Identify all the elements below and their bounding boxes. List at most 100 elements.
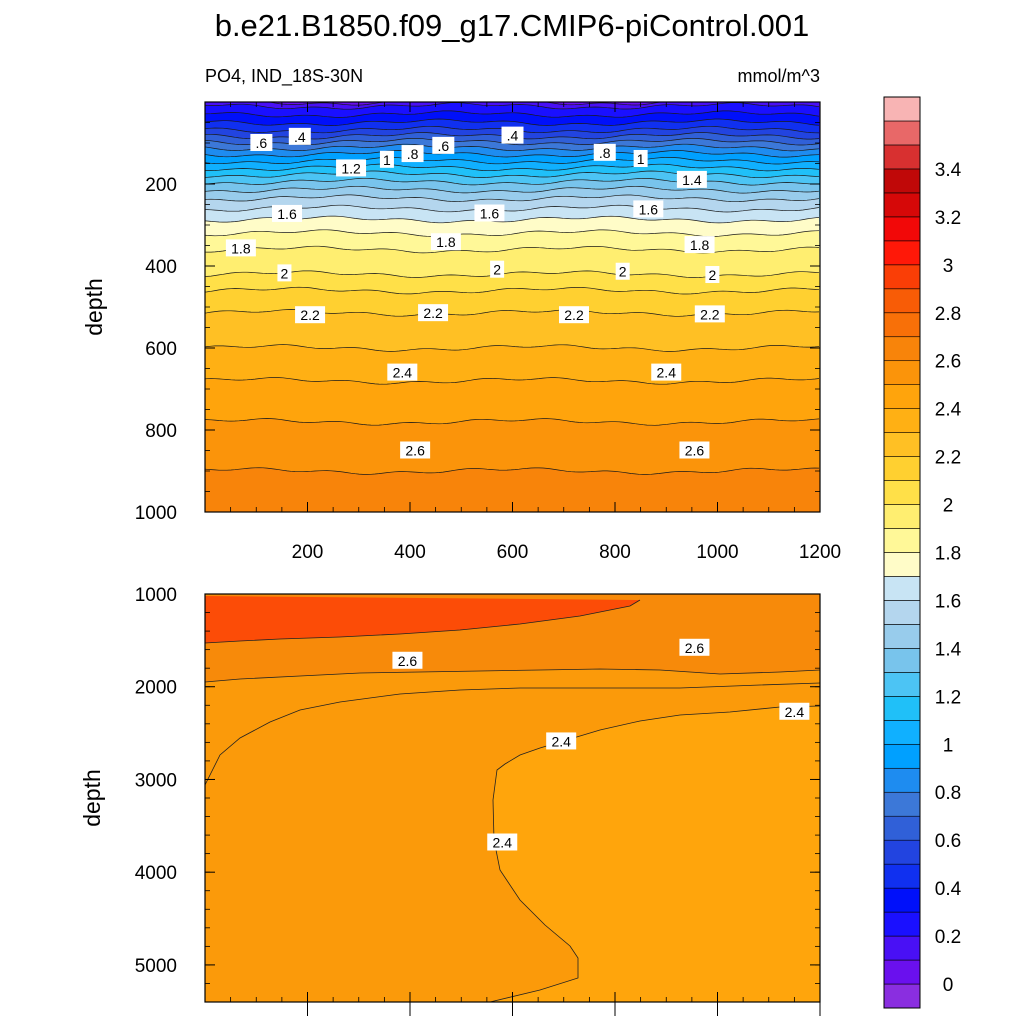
colorbar-swatch — [883, 863, 921, 889]
contour-label-box — [392, 651, 423, 669]
upper-contour-line-1.6 — [205, 204, 820, 213]
upper-contour-labels: .6.41.21.8.6.4.8 11.41.6 1.6 1.61.8 1.8 1.82 2… — [225, 126, 725, 459]
colorbar-swatch — [883, 935, 921, 961]
upper-contour-line-2.7 — [203, 529, 819, 536]
contour-label-text: 2.6 — [685, 640, 705, 656]
contour-label-text: 2.2 — [700, 306, 720, 322]
colorbar-swatch — [883, 887, 921, 913]
contour-label: .6 — [432, 136, 455, 154]
contour-label: .8 — [593, 143, 616, 161]
colorbar-label: 1 — [943, 735, 954, 756]
contour-label: .4 — [501, 126, 524, 144]
lower-axis-ticks: 1000 2000 3000 4000 5000 — [135, 585, 821, 1016]
contour-label: 1 — [633, 149, 648, 167]
colorbar-frame — [883, 96, 921, 1009]
colorbar-swatch — [883, 791, 921, 817]
y-tick-label: 4000 — [135, 863, 177, 884]
colorbar-swatch — [883, 288, 921, 314]
contour-label-box — [277, 264, 292, 282]
contour-label-text: 2.6 — [405, 443, 425, 459]
contour-label-box — [679, 441, 710, 459]
colorbar-label: 0.4 — [935, 879, 962, 900]
upper-contour-line-3.1 — [203, 529, 819, 536]
colorbar-label: 2.4 — [935, 400, 962, 421]
contour-label: .8 — [401, 145, 424, 163]
colorbar-swatch — [883, 600, 921, 625]
upper-contour-line-2.9 — [203, 529, 819, 536]
contour-label-text: 1 — [637, 151, 645, 167]
contour-label: 2.4 — [651, 363, 682, 381]
contour-label-text: 2 — [493, 262, 501, 278]
contour-label: 2.6 — [679, 441, 710, 459]
colorbar-swatch — [883, 839, 921, 865]
colorbar-swatch — [883, 240, 921, 266]
colorbar-swatch — [883, 552, 921, 577]
colorbar-swatch — [883, 360, 921, 385]
contour-label-box — [430, 233, 461, 251]
contour-label-text: 2.2 — [423, 305, 443, 321]
colorbar-swatch — [883, 815, 921, 841]
y-tick-label: 200 — [145, 175, 177, 196]
contour-label-text: 2.2 — [564, 307, 584, 323]
colorbar-label: 1.6 — [935, 591, 961, 612]
contour-label-text: 2 — [619, 264, 627, 280]
contour-label: 2.4 — [546, 732, 577, 750]
colorbar-label: 1.4 — [935, 639, 962, 660]
y-tick-label: 400 — [145, 257, 177, 278]
colorbar-swatch — [883, 648, 921, 673]
colorbar-swatch — [883, 743, 921, 769]
contour-label: 1 — [379, 150, 394, 168]
colorbar-swatch — [883, 96, 921, 122]
colorbar: 0 0.2 0.4 0.6 0.8 1 1.2 1.4 1.6 1.8 2 2.2 2.4 2.6 2.8 3… — [883, 96, 962, 1009]
contour-label-text: 1 — [383, 152, 391, 168]
contour-label-text: .8 — [599, 145, 611, 161]
colorbar-label: 3.4 — [935, 160, 962, 181]
upper-contour-line-1.8 — [205, 229, 820, 237]
lower-y-axis-label: depth — [79, 769, 105, 827]
colorbar-label: 0.8 — [935, 783, 961, 804]
contour-label: .6 — [250, 134, 273, 151]
colorbar-swatch — [883, 144, 921, 170]
contour-label: 1.8 — [225, 239, 256, 257]
lower-contour-line-2.4a — [205, 682, 820, 786]
contour-label-text: 1.6 — [480, 206, 500, 222]
region-above-2.6 — [205, 596, 640, 643]
panel-subtitle-left: PO4, IND_18S-30N — [205, 66, 363, 87]
colorbar-swatch — [883, 408, 921, 433]
contour-label-box — [387, 363, 418, 381]
upper-y-axis-label: depth — [81, 278, 107, 336]
upper-contour-line-1.9 — [205, 245, 820, 254]
colorbar-swatch — [883, 120, 921, 146]
upper-contour-line-1.3 — [205, 177, 819, 186]
contour-label-text: 1.4 — [682, 172, 702, 188]
contour-label-box — [559, 306, 589, 324]
contour-label-text: 2.4 — [551, 733, 571, 749]
upper-band-2.6 — [205, 467, 820, 512]
upper-contour-line-0.3 — [205, 110, 820, 118]
colorbar-swatch — [883, 767, 921, 793]
contour-label: 1.6 — [272, 204, 302, 222]
x-tick-label: 400 — [394, 542, 426, 563]
lower-contour-line-2.4b — [489, 705, 820, 1002]
contour-label-box — [401, 145, 424, 163]
contour-label-text: 1.8 — [231, 240, 251, 256]
upper-contour-lines — [203, 102, 820, 536]
figure-title: b.e21.B1850.f09_g17.CMIP6-piControl.001 — [215, 8, 810, 43]
contour-label-box — [250, 134, 273, 151]
contour-label: 2.6 — [400, 441, 431, 459]
colorbar-label: 1.2 — [935, 687, 961, 708]
contour-label-box — [694, 305, 725, 323]
y-tick-label: 2000 — [135, 678, 177, 699]
contour-label-box — [400, 441, 431, 459]
contour-label: 2 — [615, 262, 630, 280]
contour-label-text: 1.8 — [436, 234, 456, 250]
x-tick-label: 1000 — [696, 542, 738, 563]
colorbar-label: 3.2 — [935, 208, 961, 229]
contour-label-text: 1.8 — [690, 237, 710, 253]
contour-label: 2.2 — [295, 306, 326, 324]
colorbar-swatch — [883, 192, 921, 218]
colorbar-swatch — [883, 672, 921, 697]
contour-label: 2.4 — [487, 833, 518, 851]
colorbar-swatch — [883, 959, 921, 985]
